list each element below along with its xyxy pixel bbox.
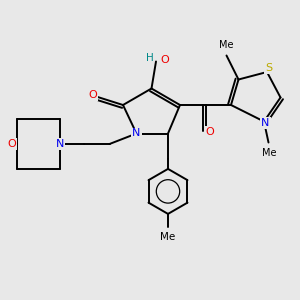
Text: O: O	[160, 55, 169, 65]
Text: N: N	[132, 128, 141, 139]
Text: Me: Me	[262, 148, 276, 158]
Text: O: O	[7, 139, 16, 149]
Text: Me: Me	[160, 232, 175, 242]
Text: N: N	[261, 118, 270, 128]
Text: Me: Me	[219, 40, 233, 50]
Text: H: H	[146, 53, 153, 64]
Text: S: S	[265, 63, 272, 74]
Text: O: O	[206, 127, 214, 137]
Text: N: N	[56, 139, 64, 149]
Text: O: O	[88, 90, 98, 100]
